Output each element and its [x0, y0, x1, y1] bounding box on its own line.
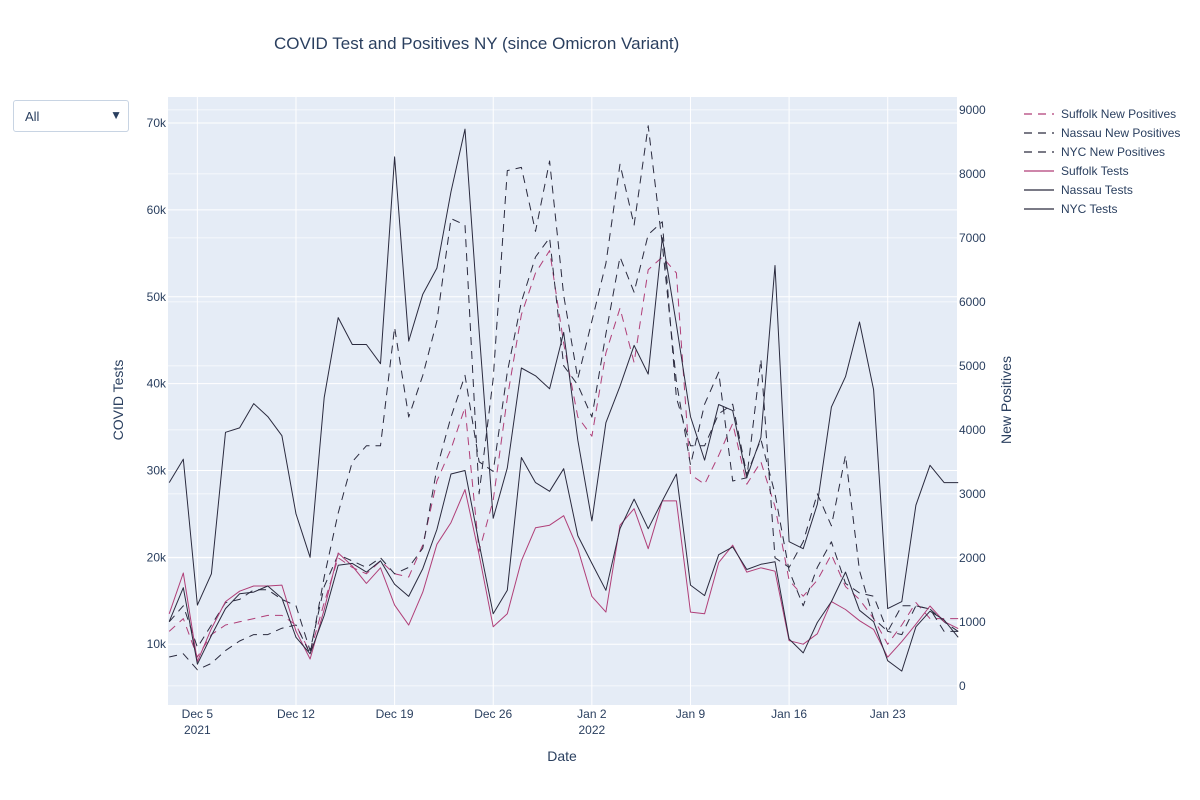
- y2-tick-label: 4000: [959, 423, 986, 437]
- x-tick-label: Jan 9: [676, 707, 706, 721]
- legend-label-suffolk-new-positives: Suffolk New Positives: [1061, 107, 1176, 121]
- series-line-nassau-tests: [168, 457, 959, 672]
- y-tick-label: 50k: [147, 290, 167, 304]
- series-line-nassau-new-positives: [168, 221, 959, 652]
- caret-down-icon: ▼: [110, 108, 122, 122]
- legend: Suffolk New Positives Nassau New Positive…: [1024, 107, 1180, 216]
- y-tick-label: 30k: [147, 463, 167, 477]
- y-tick-label: 40k: [147, 377, 167, 391]
- series-line-suffolk-tests: [168, 489, 959, 663]
- y2-tick-label: 6000: [959, 295, 986, 309]
- series-line-nyc-new-positives: [169, 125, 959, 671]
- y-tick-label: 20k: [147, 550, 167, 564]
- y2-tick-label: 5000: [959, 359, 986, 373]
- y2-tick-label: 2000: [959, 551, 986, 565]
- y-axis-title: COVID Tests: [110, 360, 126, 441]
- plot-area: [168, 97, 957, 705]
- y-tick-label: 10k: [147, 637, 167, 651]
- y-tick-label: 60k: [147, 203, 167, 217]
- y2-tick-label: 0: [959, 679, 966, 693]
- y2-tick-label: 7000: [959, 231, 986, 245]
- x-tick-year-label: 2021: [184, 723, 211, 737]
- x-tick-label: Jan 2: [577, 707, 607, 721]
- legend-label-suffolk-tests: Suffolk Tests: [1061, 164, 1129, 178]
- legend-label-nassau-new-positives: Nassau New Positives: [1061, 126, 1180, 140]
- x-tick-label: Dec 12: [277, 707, 315, 721]
- y2-axis-ticks: 0 1000 2000 3000 4000 5000 6000 7000 8000 9000: [959, 103, 986, 693]
- series-lines: [168, 125, 959, 672]
- y2-axis-title: New Positives: [998, 356, 1014, 444]
- y2-tick-label: 8000: [959, 167, 986, 181]
- y-axis-ticks: 10k 20k 30k 40k 50k 60k 70k: [147, 116, 167, 651]
- chart-title: COVID Test and Positives NY (since Omicr…: [274, 34, 680, 53]
- series-filter-dropdown[interactable]: All ▼: [13, 100, 129, 132]
- x-tick-label: Dec 5: [182, 707, 214, 721]
- x-tick-label: Jan 16: [771, 707, 807, 721]
- x-axis-title: Date: [547, 748, 577, 764]
- x-tick-label: Jan 23: [870, 707, 906, 721]
- x-axis-ticks: Dec 5 2021 Dec 12 Dec 19 Dec 26 Jan 2 2022 Jan …: [182, 707, 906, 737]
- legend-label-nyc-tests: NYC Tests: [1061, 202, 1117, 216]
- legend-label-nassau-tests: Nassau Tests: [1061, 183, 1133, 197]
- y2-tick-label: 9000: [959, 103, 986, 117]
- series-line-nyc-tests: [168, 128, 959, 610]
- x-tick-label: Dec 19: [376, 707, 414, 721]
- legend-label-nyc-new-positives: NYC New Positives: [1061, 145, 1165, 159]
- x-tick-label: Dec 26: [474, 707, 512, 721]
- y2-tick-label: 1000: [959, 615, 986, 629]
- y-tick-label: 70k: [147, 116, 167, 130]
- dropdown-selected-label: All: [25, 109, 40, 124]
- y2-tick-label: 3000: [959, 487, 986, 501]
- grid-lines: [168, 97, 957, 705]
- x-tick-year-label: 2022: [579, 723, 606, 737]
